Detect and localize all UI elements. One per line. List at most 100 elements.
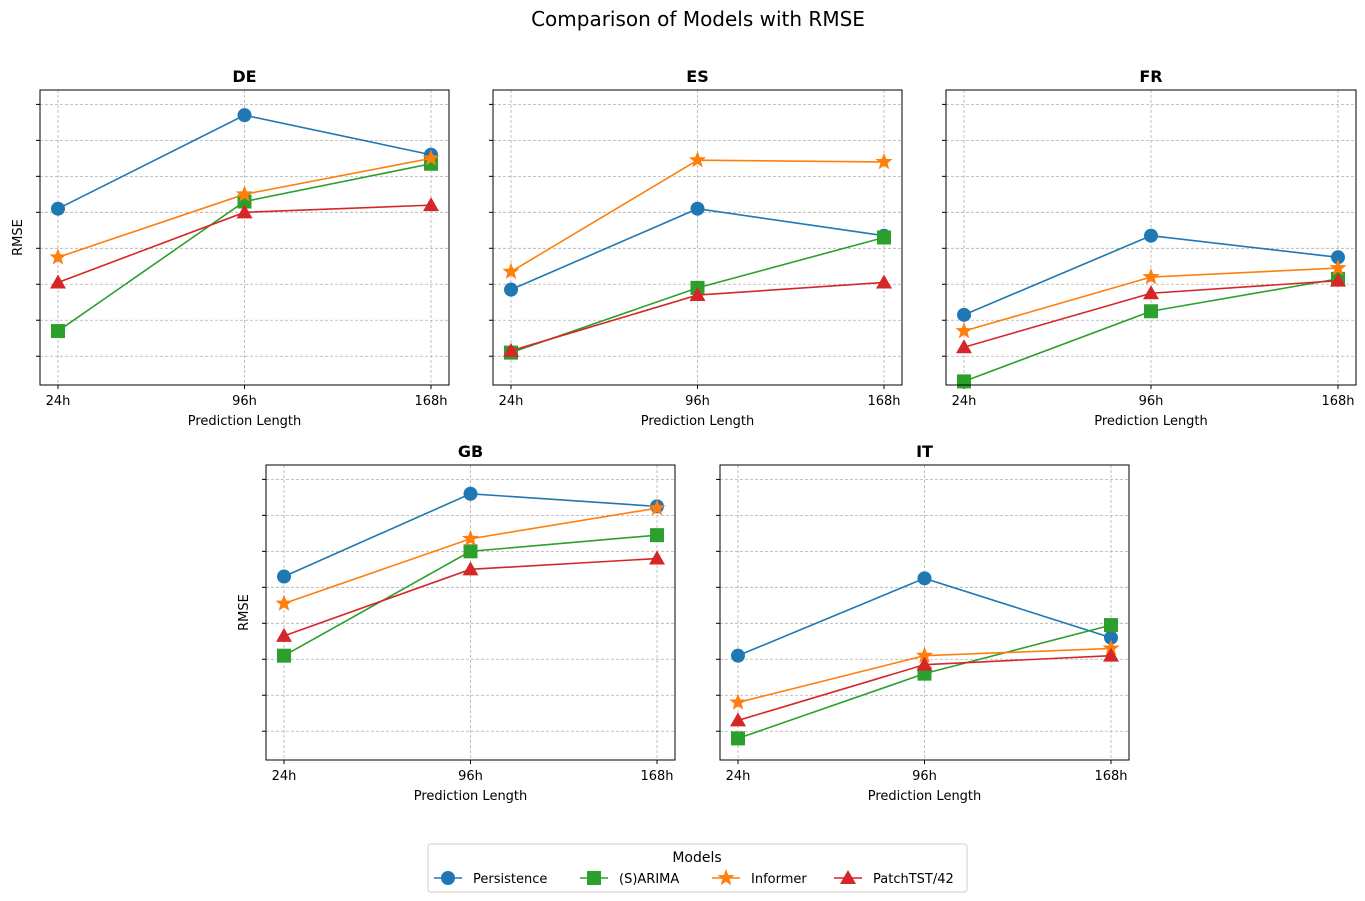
- panel-title: GB: [458, 442, 483, 461]
- series-informer: [275, 499, 666, 611]
- data-point: [1329, 259, 1347, 276]
- data-point: [236, 204, 253, 219]
- data-point: [1102, 639, 1120, 656]
- data-point: [1144, 304, 1158, 319]
- panel-de: 24h 96h 168h DE Prediction Length RMSE: [11, 67, 450, 429]
- data-point: [50, 274, 66, 289]
- data-point: [1144, 228, 1158, 243]
- legend-item: Informer: [712, 869, 807, 887]
- data-point: [956, 339, 972, 354]
- x-tick-label: 168h: [1094, 769, 1127, 784]
- data-point: [502, 262, 520, 279]
- x-tick-label: 96h: [458, 769, 483, 784]
- x-tick-label: 24h: [952, 394, 977, 409]
- axes-frame: [265, 464, 676, 761]
- legend-items: Persistence (S)ARIMA Informer PatchTST/42: [434, 869, 954, 887]
- data-point: [422, 149, 440, 166]
- x-tick-label: 96h: [1139, 394, 1164, 409]
- series-informer: [49, 149, 440, 265]
- data-point: [1104, 618, 1118, 633]
- axes-frame: [719, 464, 1130, 761]
- legend-item: Persistence: [434, 871, 547, 887]
- x-tick-label: 168h: [414, 394, 447, 409]
- legend-marker: [717, 869, 735, 886]
- legend: Models Persistence (S)ARIMA Informer PatchT…: [427, 843, 968, 893]
- data-point: [690, 201, 705, 216]
- panel-it: 24h 96h 168h IT Prediction Length: [716, 442, 1130, 804]
- data-point: [1104, 630, 1118, 645]
- data-point: [463, 486, 478, 501]
- x-tick-label: 168h: [867, 394, 900, 409]
- x-tick-label: 168h: [1321, 394, 1354, 409]
- data-point: [51, 201, 65, 216]
- data-point: [957, 307, 971, 322]
- y-axis-label: RMSE: [237, 594, 252, 631]
- legend-marker: [840, 870, 856, 884]
- data-point: [423, 197, 439, 212]
- data-point: [649, 550, 665, 565]
- series-patchtst-42: [503, 274, 892, 357]
- legend-marker: [587, 871, 601, 885]
- data-point: [1143, 285, 1159, 300]
- x-axis-label: Prediction Length: [868, 789, 982, 804]
- x-tick-label: 168h: [640, 769, 673, 784]
- series-patchtst-42: [50, 197, 439, 289]
- x-tick-label: 24h: [726, 769, 751, 784]
- x-axis-label: Prediction Length: [188, 414, 302, 429]
- x-axis-label: Prediction Length: [1094, 414, 1208, 429]
- x-tick-label: 96h: [912, 769, 937, 784]
- axes-frame: [945, 89, 1357, 386]
- data-point: [957, 374, 971, 389]
- panel-title: FR: [1139, 67, 1162, 86]
- data-point: [915, 646, 934, 663]
- x-tick-label: 24h: [272, 769, 297, 784]
- axes-frame: [492, 89, 903, 386]
- panel-title: ES: [686, 67, 708, 86]
- data-point: [1331, 250, 1345, 265]
- panel-title: DE: [232, 67, 256, 86]
- data-point: [955, 322, 973, 339]
- data-point: [277, 648, 291, 663]
- data-point: [731, 731, 745, 746]
- y-axis-label: RMSE: [11, 219, 26, 256]
- series-s-arima: [277, 528, 664, 663]
- axes-frame: [39, 89, 450, 386]
- data-point: [462, 561, 479, 576]
- data-point: [917, 571, 932, 586]
- x-axis-label: Prediction Length: [414, 789, 528, 804]
- data-point: [729, 693, 747, 710]
- legend-label: PatchTST/42: [873, 872, 954, 887]
- data-point: [503, 342, 519, 357]
- data-point: [49, 248, 67, 265]
- series-informer: [955, 259, 1347, 339]
- panel-es: 24h 96h 168h ES Prediction Length: [489, 67, 903, 429]
- data-point: [276, 627, 292, 642]
- legend-label: Informer: [751, 872, 807, 887]
- data-point: [876, 274, 892, 289]
- series-informer: [502, 151, 893, 279]
- data-point: [1330, 272, 1346, 287]
- series-patchtst-42: [276, 550, 665, 642]
- legend-frame: [427, 843, 968, 893]
- series-patchtst-42: [730, 647, 1119, 727]
- series-s-arima: [731, 618, 1118, 746]
- data-point: [650, 528, 664, 543]
- data-point: [463, 544, 478, 559]
- data-point: [689, 287, 706, 302]
- legend-item: PatchTST/42: [834, 870, 954, 887]
- data-point: [731, 648, 745, 663]
- panel-gb: 24h 96h 168h GB Prediction Length RMSE: [237, 442, 676, 804]
- data-point: [504, 282, 518, 297]
- series-informer: [729, 639, 1120, 710]
- data-point: [916, 656, 933, 671]
- x-axis-label: Prediction Length: [641, 414, 755, 429]
- legend-marker: [441, 871, 455, 885]
- data-point: [461, 529, 480, 547]
- x-tick-label: 24h: [499, 394, 524, 409]
- data-point: [1103, 647, 1119, 662]
- data-point: [235, 185, 254, 202]
- data-point: [648, 499, 666, 516]
- data-point: [730, 712, 746, 727]
- series-patchtst-42: [956, 272, 1346, 354]
